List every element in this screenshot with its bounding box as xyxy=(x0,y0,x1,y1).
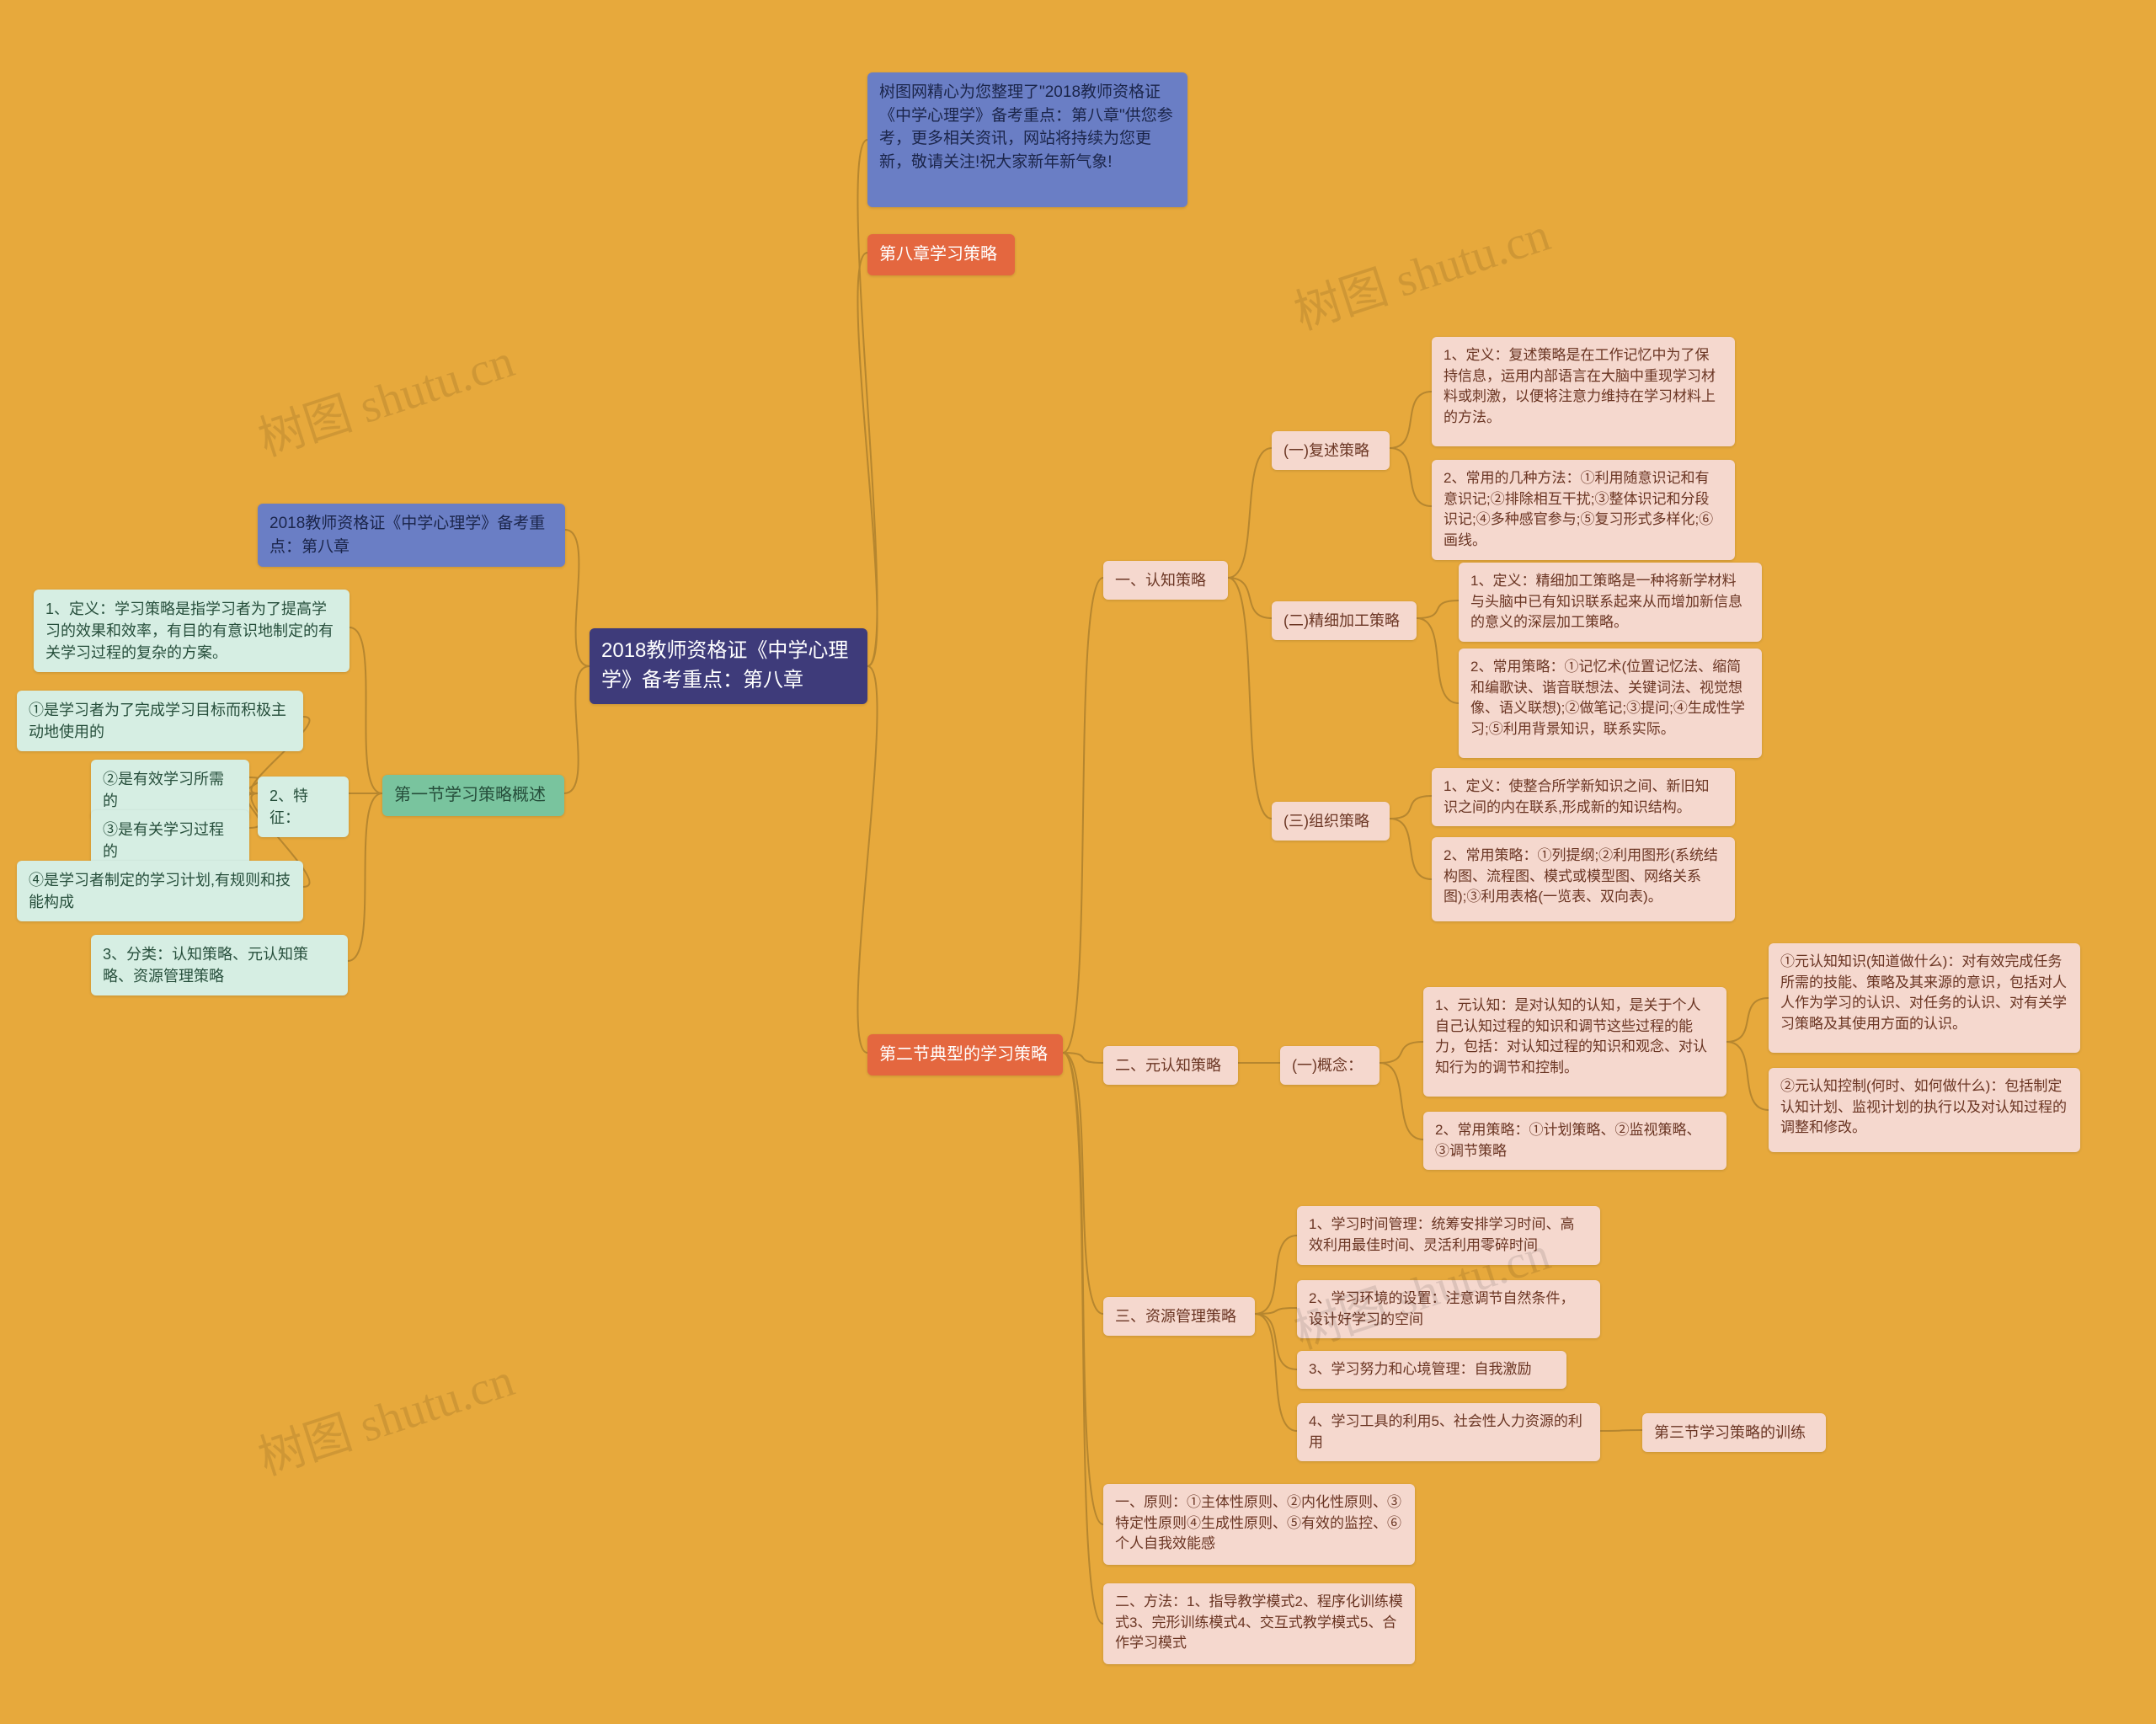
node-s2_res_2[interactable]: 2、学习环境的设置：注意调节自然条件，设计好学习的空间 xyxy=(1297,1280,1600,1338)
edge xyxy=(1417,618,1459,703)
node-sec3[interactable]: 第三节学习策略的训练 xyxy=(1642,1413,1826,1452)
edge xyxy=(1063,1053,1103,1063)
node-s2_cog_b1[interactable]: 1、定义：精细加工策略是一种将新学材料与头脑中已有知识联系起来从而增加新信息的意… xyxy=(1459,563,1762,642)
node-s2_cog_b[interactable]: (二)精细加工策略 xyxy=(1272,601,1417,640)
node-s2_meta_a1a[interactable]: ①元认知知识(知道做什么)：对有效完成任务所需的技能、策略及其来源的意识，包括对… xyxy=(1769,943,2080,1053)
edge xyxy=(1063,1053,1103,1624)
node-s1_feat[interactable]: 2、特征： xyxy=(258,777,349,837)
node-s1_f4[interactable]: ④是学习者制定的学习计划,有规则和技能构成 xyxy=(17,861,303,921)
node-s2_principle[interactable]: 一、原则：①主体性原则、②内化性原则、③特定性原则④生成性原则、⑤有效的监控、⑥… xyxy=(1103,1484,1415,1565)
node-s2_meta_a1[interactable]: 1、元认知：是对认知的认知，是关于个人自己认知过程的知识和调节这些过程的能力，包… xyxy=(1423,987,1726,1097)
node-s2_res_1[interactable]: 1、学习时间管理：统筹安排学习时间、高效利用最佳时间、灵活利用零碎时间 xyxy=(1297,1206,1600,1265)
node-s2_cog_a1[interactable]: 1、定义：复述策略是在工作记忆中为了保持信息，运用内部语言在大脑中重现学习材料或… xyxy=(1432,337,1735,446)
edge xyxy=(565,530,590,666)
watermark: 树图 shutu.cn xyxy=(248,323,521,469)
edge xyxy=(348,793,382,961)
node-chapter8[interactable]: 第八章学习策略 xyxy=(867,234,1015,275)
edge xyxy=(857,140,877,666)
edge xyxy=(857,253,877,666)
edge xyxy=(350,627,382,793)
watermark: 树图 shutu.cn xyxy=(248,1342,521,1488)
node-s2_cog_c1[interactable]: 1、定义：使整合所学新知识之间、新旧知识之间的内在联系,形成新的知识结构。 xyxy=(1432,768,1735,826)
edge xyxy=(1390,796,1432,819)
node-s2_res_4[interactable]: 4、学习工具的利用5、社会性人力资源的利用 xyxy=(1297,1403,1600,1461)
node-s2_cog[interactable]: 一、认知策略 xyxy=(1103,561,1228,600)
edge xyxy=(1390,392,1432,448)
edge xyxy=(1255,1314,1297,1431)
edge xyxy=(1726,998,1769,1042)
edge xyxy=(1228,578,1272,618)
node-s2_cog_c2[interactable]: 2、常用策略：①列提纲;②利用图形(系统结构图、流程图、模式或模型图、网络关系图… xyxy=(1432,837,1735,921)
node-s2_res[interactable]: 三、资源管理策略 xyxy=(1103,1297,1255,1336)
edge xyxy=(564,666,590,793)
node-s2_cog_a[interactable]: (一)复述策略 xyxy=(1272,431,1390,470)
edge-layer xyxy=(0,0,2156,1724)
node-s2_cog_b2[interactable]: 2、常用策略：①记忆术(位置记忆法、缩简和编歌诀、谐音联想法、关键词法、视觉想像… xyxy=(1459,649,1762,758)
node-root[interactable]: 2018教师资格证《中学心理学》备考重点：第八章 xyxy=(590,628,867,704)
edge xyxy=(1255,1314,1297,1369)
node-subtitle[interactable]: 2018教师资格证《中学心理学》备考重点：第八章 xyxy=(258,504,565,567)
node-s2_cog_a2[interactable]: 2、常用的几种方法：①利用随意识记和有意识记;②排除相互干扰;③整体识记和分段识… xyxy=(1432,460,1735,560)
edge xyxy=(1390,448,1432,506)
mindmap-canvas: 2018教师资格证《中学心理学》备考重点：第八章 树图网精心为您整理了"2018教… xyxy=(0,0,2156,1724)
node-s2_meta_a1b[interactable]: ②元认知控制(何时、如何做什么)：包括制定认知计划、监视计划的执行以及对认知过程… xyxy=(1769,1068,2080,1152)
node-sec1[interactable]: 第一节学习策略概述 xyxy=(382,775,564,816)
node-intro[interactable]: 树图网精心为您整理了"2018教师资格证《中学心理学》备考重点：第八章"供您参考… xyxy=(867,72,1187,207)
watermark: 树图 shutu.cn xyxy=(1284,196,1557,343)
edge xyxy=(1063,1053,1103,1314)
edge xyxy=(1255,1308,1297,1314)
edge xyxy=(857,666,877,1053)
node-s1_def[interactable]: 1、定义：学习策略是指学习者为了提高学习的效果和效率，有目的有意识地制定的有关学… xyxy=(34,590,350,672)
edge xyxy=(1063,1053,1103,1524)
edge xyxy=(1063,578,1103,1053)
edge xyxy=(1380,1063,1423,1140)
edge xyxy=(1600,1430,1642,1431)
node-s2_method[interactable]: 二、方法：1、指导教学模式2、程序化训练模式3、完形训练模式4、交互式教学模式5… xyxy=(1103,1583,1415,1664)
node-s1_class[interactable]: 3、分类：认知策略、元认知策略、资源管理策略 xyxy=(91,935,348,995)
node-s2_meta_a2[interactable]: 2、常用策略：①计划策略、②监视策略、③调节策略 xyxy=(1423,1112,1726,1170)
node-s2_res_3[interactable]: 3、学习努力和心境管理：自我激励 xyxy=(1297,1351,1566,1389)
node-sec2[interactable]: 第二节典型的学习策略 xyxy=(867,1034,1063,1075)
edge xyxy=(1390,819,1432,879)
node-s2_meta_a[interactable]: (一)概念： xyxy=(1280,1046,1380,1085)
node-s2_cog_c[interactable]: (三)组织策略 xyxy=(1272,802,1390,841)
edge xyxy=(1726,1042,1769,1110)
edge xyxy=(1417,600,1459,618)
node-s1_f1[interactable]: ①是学习者为了完成学习目标而积极主动地使用的 xyxy=(17,691,303,751)
node-s2_meta[interactable]: 二、元认知策略 xyxy=(1103,1046,1238,1085)
edge xyxy=(1228,448,1272,578)
edge xyxy=(1228,578,1272,819)
edge xyxy=(1255,1236,1297,1314)
edge xyxy=(1380,1042,1423,1063)
